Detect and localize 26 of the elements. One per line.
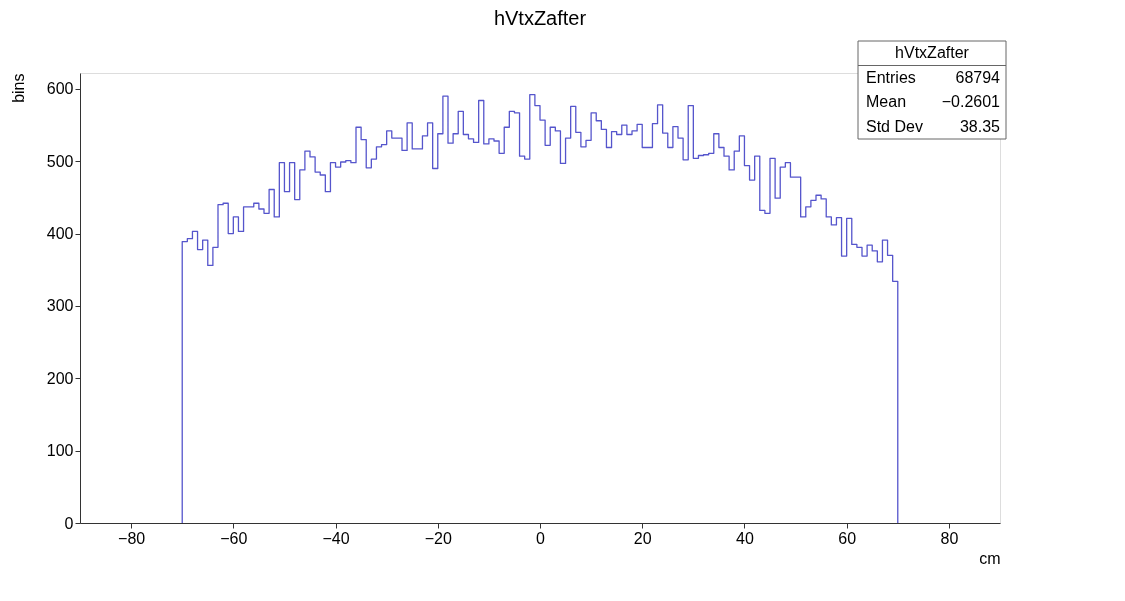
y-tick-label: 500 xyxy=(46,152,74,170)
y-tick-label: 0 xyxy=(64,514,74,532)
x-axis-title: cm xyxy=(979,549,1001,567)
chart-title: hVtxZafter xyxy=(493,6,587,29)
y-axis-title: bins xyxy=(9,73,27,103)
y-tick-label: 600 xyxy=(46,80,74,98)
annotation: −0.2601 xyxy=(941,93,1001,111)
annotation: 38.35 xyxy=(959,117,1001,135)
y-tick-label: 400 xyxy=(46,225,74,243)
text: hVtxZafter xyxy=(895,44,970,62)
x-tick-label: −80 xyxy=(118,529,146,547)
x-tick-label: −40 xyxy=(322,529,350,547)
x-tick-label: 40 xyxy=(736,529,754,547)
x-tick-label: 60 xyxy=(838,529,857,547)
x-tick-label: −60 xyxy=(220,529,248,547)
annotation: 68794 xyxy=(955,68,1001,86)
y-tick-label: 100 xyxy=(46,442,74,460)
annotation: Entries xyxy=(866,68,916,86)
annotation: Mean xyxy=(866,93,907,111)
x-tick-label: −20 xyxy=(424,529,452,547)
x-tick-label: 0 xyxy=(536,529,546,547)
y-tick-label: 300 xyxy=(46,297,74,315)
x-tick-label: 80 xyxy=(940,529,959,547)
annotation: Std Dev xyxy=(866,117,923,135)
x-tick-label: 20 xyxy=(633,529,652,547)
y-tick-label: 200 xyxy=(46,369,74,387)
